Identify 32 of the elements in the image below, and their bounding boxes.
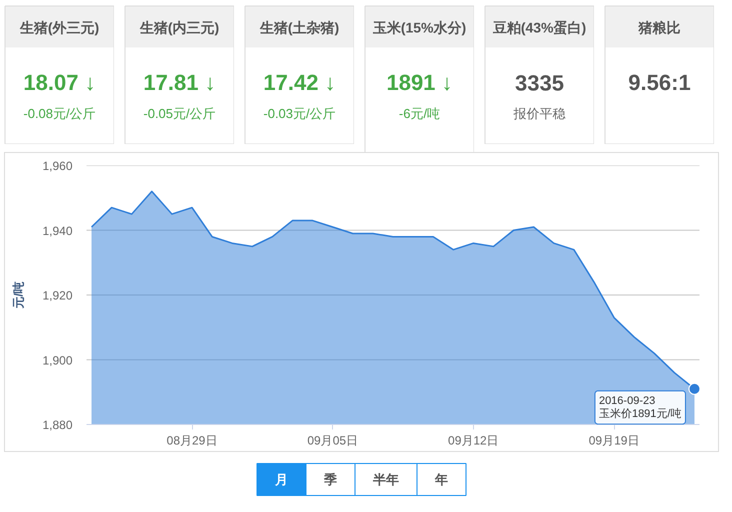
text: 季 (323, 472, 337, 487)
x-tick-label: 09月19日 (588, 434, 640, 448)
x-tick-label: 09月12日 (448, 434, 499, 448)
text: 17.42 ↓ (263, 70, 336, 95)
text: 17.81 ↓ (143, 70, 216, 95)
y-tick-label: 1,920 (42, 288, 73, 302)
text: 猪粮比 (638, 20, 680, 36)
text: 月 (274, 472, 288, 487)
text: 报价平稳 (512, 106, 566, 121)
text: 生猪(外三元) (18, 20, 100, 36)
text: -0.03元/公斤 (263, 106, 336, 121)
text: -0.05元/公斤 (143, 106, 216, 121)
text: 3335 (515, 70, 564, 96)
text: 生猪(内三元) (138, 20, 220, 36)
text: 玉米(15%水分) (372, 20, 466, 36)
x-tick-label: 08月29日 (166, 434, 218, 448)
y-tick-label: 1,940 (42, 224, 73, 238)
text: 1891 ↓ (386, 70, 453, 95)
text: 9.56:1 (628, 70, 691, 95)
text: -6元/吨 (398, 106, 440, 121)
text: 年 (434, 472, 448, 487)
text: 半年 (372, 472, 399, 487)
y-tick-label: 1,900 (42, 353, 73, 368)
y-tick-label: 1,880 (42, 418, 73, 432)
y-axis-title: 元/吨 (11, 281, 26, 310)
annotation: 2016-09-23 玉米价1891元/吨 (598, 394, 682, 420)
x-tick-label: 09月05日 (307, 434, 358, 448)
text: 18.07 ↓ (23, 70, 96, 95)
text: -0.08元/公斤 (23, 106, 96, 121)
text: 豆粕(43%蛋白) (492, 20, 586, 36)
y-tick-label: 1,960 (42, 159, 73, 173)
text: 生猪(土杂猪) (258, 20, 340, 36)
